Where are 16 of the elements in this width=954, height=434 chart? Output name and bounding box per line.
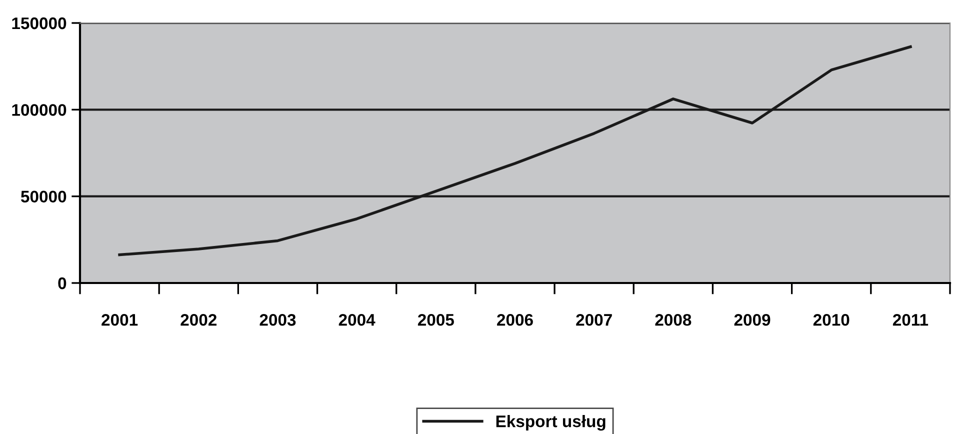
x-tick-label: 2001 <box>102 314 138 326</box>
x-tick-label: 2006 <box>497 314 533 326</box>
x-tick-label: 2010 <box>813 314 850 326</box>
y-tick-label: 0 <box>58 277 66 290</box>
x-tick-label: 2009 <box>734 314 770 326</box>
x-tick-label: 2008 <box>655 314 692 326</box>
legend-label: Eksport usług <box>496 415 606 431</box>
x-tick-label: 2004 <box>338 314 376 326</box>
x-tick-label: 2002 <box>180 314 217 326</box>
y-tick-label: 50000 <box>20 190 66 203</box>
x-tick-label: 2011 <box>892 314 928 326</box>
x-tick-label: 2007 <box>576 314 612 326</box>
y-tick-label: 100000 <box>12 104 66 116</box>
y-tick-label: 150000 <box>12 17 66 30</box>
x-tick-label: 2003 <box>260 314 296 326</box>
x-tick-label: 2005 <box>418 314 454 326</box>
